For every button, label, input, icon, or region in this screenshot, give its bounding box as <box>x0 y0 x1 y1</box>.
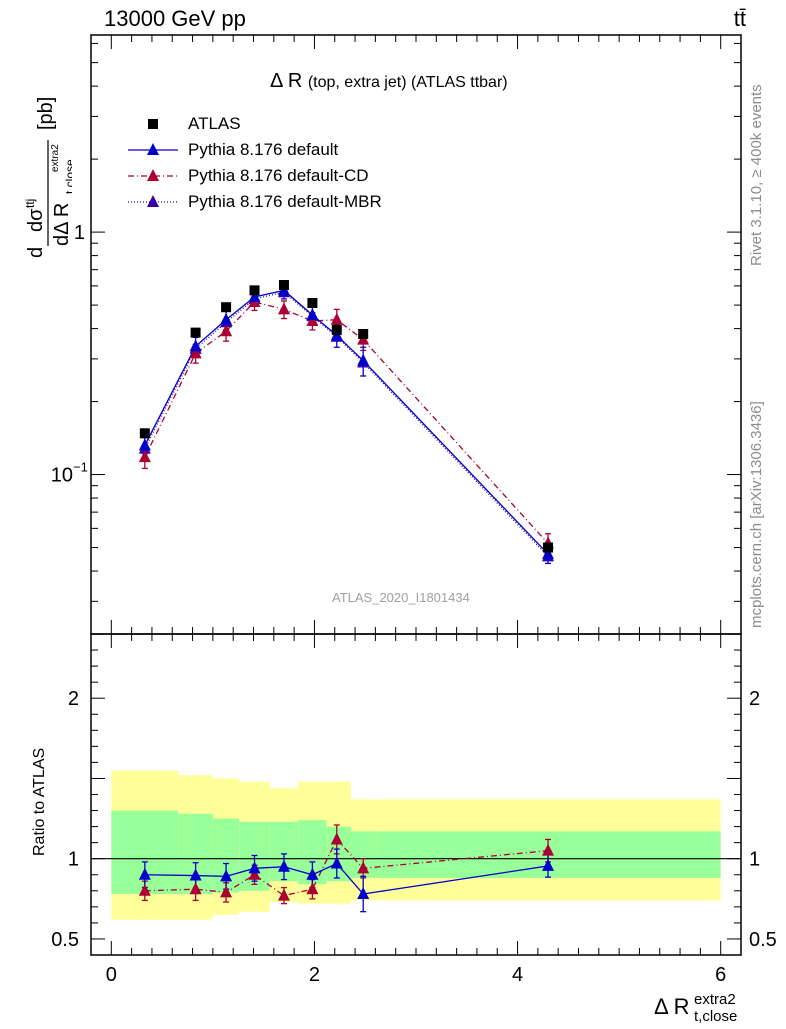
cd-point <box>138 450 151 463</box>
ratio-cd-point <box>306 882 319 895</box>
main-y-axis-label: d dσ ttj dΔ R t,close extra2 [pb] <box>12 70 77 260</box>
default-point <box>542 547 555 560</box>
ratio-cd-point <box>357 861 370 874</box>
x-tick-label: 4 <box>512 964 523 986</box>
ratio-default-point <box>189 868 202 881</box>
svg-text:[pb]: [pb] <box>35 97 57 130</box>
ratio-default-point <box>277 859 290 872</box>
ratio-default-point <box>220 869 233 882</box>
main-plot-frame: 1 10 −1 <box>51 34 742 635</box>
x-axis-label: Δ R extra2 t,close <box>652 984 772 1025</box>
ratio-default-point <box>357 887 370 900</box>
legend-label-cd: Pythia 8.176 default-CD <box>188 166 369 185</box>
ratio-uncertainty-bands <box>111 770 721 920</box>
ratio-default-point <box>138 867 151 880</box>
svg-text:t,close: t,close <box>694 1008 737 1024</box>
cd-point <box>330 312 343 325</box>
legend-marker-default <box>147 143 159 155</box>
legend-marker-mbr <box>147 195 159 207</box>
legend-label-mbr: Pythia 8.176 default-MBR <box>188 192 382 211</box>
svg-text:extra2: extra2 <box>50 144 61 172</box>
cd-point <box>277 302 290 315</box>
analysis-watermark: ATLAS_2020_I1801434 <box>332 590 470 605</box>
atlas-point <box>331 324 342 335</box>
ratio-default-point <box>330 856 343 869</box>
ratio-default-point <box>248 861 261 874</box>
default-point <box>189 339 202 352</box>
ratio-y-tick-label: 0.5 <box>51 929 79 951</box>
svg-text:d: d <box>25 247 47 258</box>
ratio-y-tick-label: 1 <box>68 849 79 871</box>
atlas-point <box>139 428 150 439</box>
atlas-point <box>543 542 554 553</box>
ratio-cd-point <box>138 883 151 896</box>
default-point <box>306 308 319 321</box>
svg-text:Δ R: Δ R <box>654 994 689 1019</box>
plot-title-main: Δ R <box>270 70 303 92</box>
atlas-point <box>307 298 318 309</box>
legend-label-atlas: ATLAS <box>188 114 241 133</box>
atlas-point <box>249 285 260 296</box>
default-point <box>357 353 370 366</box>
ratio-y-tick-label-right: 1 <box>749 849 760 871</box>
ratio-y-tick-label-right: 2 <box>749 688 760 710</box>
ratio-y-tick-label: 2 <box>68 688 79 710</box>
ratio-default-point <box>306 867 319 880</box>
ratio-cd-point <box>189 882 202 895</box>
ratio-plot-frame: 0 2 4 6 0.5 0.5 1 1 2 2 <box>51 633 777 986</box>
plot-title-sub: (top, extra jet) (ATLAS ttbar) <box>307 74 508 91</box>
atlas-point <box>358 328 369 339</box>
x-tick-label: 2 <box>309 964 320 986</box>
main-plot-series <box>138 280 555 565</box>
svg-text:Ratio to ATLAS: Ratio to ATLAS <box>31 748 48 856</box>
legend-markers <box>128 119 178 207</box>
ratio-cd-point <box>248 867 261 880</box>
ratio-cd-point <box>277 888 290 901</box>
atlas-point <box>190 327 201 338</box>
atlas-point <box>221 302 232 313</box>
mbr-line <box>144 291 549 557</box>
default-point <box>220 312 233 325</box>
atlas-point <box>278 280 289 291</box>
default-point <box>248 289 261 302</box>
ratio-cd-point <box>542 843 555 856</box>
ratio-y-tick-label-right: 0.5 <box>749 929 777 951</box>
svg-text:extra2: extra2 <box>694 991 736 1008</box>
ratio-cd-point <box>220 885 233 898</box>
svg-text:ttj: ttj <box>23 199 37 208</box>
plot-title: Δ R (top, extra jet) (ATLAS ttbar) <box>270 70 508 93</box>
x-tick-label: 0 <box>106 964 117 986</box>
ratio-plot-series <box>138 824 555 913</box>
default-line <box>144 289 549 555</box>
ratio-y-axis-label: Ratio to ATLAS <box>24 700 54 860</box>
legend-marker-cd <box>147 169 159 181</box>
main-y-tick-label: 10 <box>51 465 73 487</box>
legend-label-default: Pythia 8.176 default <box>188 140 339 159</box>
cd-point <box>189 346 202 359</box>
energy-label: 13000 GeV pp <box>104 6 246 31</box>
process-label: tt̄ <box>733 6 746 31</box>
main-y-tick-label: 1 <box>74 222 85 244</box>
ratio-cd-point <box>330 832 343 845</box>
default-point <box>138 438 151 451</box>
x-tick-label: 6 <box>715 964 726 986</box>
svg-text:dσ: dσ <box>25 208 47 232</box>
ratio-cd-line <box>144 838 549 897</box>
cd-point <box>220 324 233 337</box>
mcplots-label: mcplots.cern.ch [arXiv:1306.3436] <box>748 401 765 628</box>
ratio-default-point <box>542 858 555 871</box>
rivet-label: Rivet 3.1.10, ≥ 400k events <box>748 84 765 266</box>
legend-marker-atlas <box>148 119 158 129</box>
svg-text:t,close: t,close <box>63 159 72 194</box>
main-y-tick-label-exponent: −1 <box>73 460 88 475</box>
svg-text:dΔ R: dΔ R <box>51 203 72 246</box>
